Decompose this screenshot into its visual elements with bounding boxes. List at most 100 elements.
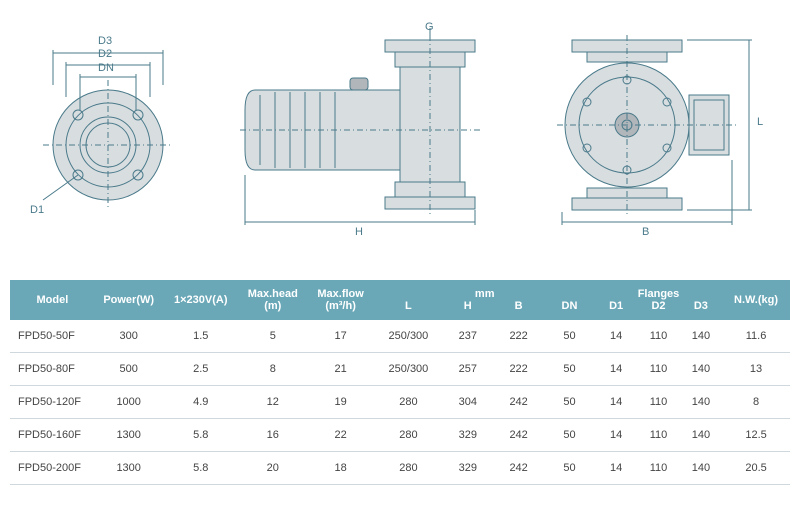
cell-d1: 14 — [595, 386, 637, 419]
cell-maxflow: 18 — [307, 452, 375, 485]
cell-nw: 12.5 — [722, 419, 790, 452]
cell-d1: 14 — [595, 353, 637, 386]
cell-model: FPD50-200F — [10, 452, 95, 485]
cell-d3: 140 — [680, 452, 722, 485]
cell-d2: 110 — [637, 386, 679, 419]
cell-d1: 14 — [595, 452, 637, 485]
cell-maxflow: 19 — [307, 386, 375, 419]
cell-d1: 14 — [595, 419, 637, 452]
label-d3: D3 — [98, 35, 112, 47]
table-row: FPD50-160F13005.816222803292425014110140… — [10, 419, 790, 452]
col-h: H — [442, 300, 493, 320]
cell-h: 257 — [442, 353, 493, 386]
cell-l: 280 — [375, 386, 443, 419]
cell-dn: 50 — [544, 452, 595, 485]
cell-h: 329 — [442, 452, 493, 485]
col-power: Power(W) — [95, 280, 163, 320]
cell-d3: 140 — [680, 320, 722, 353]
technical-drawings: D3 D2 DN D1 — [10, 10, 790, 250]
cell-dn: 50 — [544, 419, 595, 452]
cell-b: 242 — [493, 452, 544, 485]
col-nw: N.W.(kg) — [722, 280, 790, 320]
cell-model: FPD50-160F — [10, 419, 95, 452]
cell-d1: 14 — [595, 320, 637, 353]
table-row: FPD50-120F10004.912192803042425014110140… — [10, 386, 790, 419]
cell-b: 222 — [493, 353, 544, 386]
cell-b: 222 — [493, 320, 544, 353]
label-dn: DN — [98, 62, 114, 74]
col-l: L — [375, 300, 443, 320]
cell-d2: 110 — [637, 320, 679, 353]
cell-voltage: 5.8 — [163, 419, 239, 452]
cell-maxhead: 5 — [239, 320, 307, 353]
cell-maxflow: 22 — [307, 419, 375, 452]
cell-maxhead: 16 — [239, 419, 307, 452]
label-g: G — [425, 21, 434, 33]
cell-maxflow: 21 — [307, 353, 375, 386]
cell-voltage: 1.5 — [163, 320, 239, 353]
label-d1: D1 — [30, 204, 44, 216]
col-d3: D3 — [680, 300, 722, 320]
cell-l: 250/300 — [375, 320, 443, 353]
table-body: FPD50-50F3001.5517250/300237222501411014… — [10, 320, 790, 485]
cell-dn: 50 — [544, 353, 595, 386]
col-mm-group: mm — [375, 280, 595, 300]
label-h: H — [355, 226, 363, 238]
col-maxflow: Max.flow (m³/h) — [307, 280, 375, 320]
table-header: Model Power(W) 1×230V(A) Max.head (m) Ma… — [10, 280, 790, 320]
cell-l: 250/300 — [375, 353, 443, 386]
cell-d2: 110 — [637, 353, 679, 386]
cell-voltage: 5.8 — [163, 452, 239, 485]
pump-side-drawing: G H — [225, 20, 505, 240]
cell-d3: 140 — [680, 386, 722, 419]
cell-l: 280 — [375, 452, 443, 485]
cell-l: 280 — [375, 419, 443, 452]
cell-nw: 20.5 — [722, 452, 790, 485]
cell-d3: 140 — [680, 419, 722, 452]
pump-front-drawing: L B — [542, 20, 772, 240]
cell-model: FPD50-50F — [10, 320, 95, 353]
cell-model: FPD50-80F — [10, 353, 95, 386]
cell-maxhead: 20 — [239, 452, 307, 485]
cell-voltage: 4.9 — [163, 386, 239, 419]
cell-dn: 50 — [544, 320, 595, 353]
cell-voltage: 2.5 — [163, 353, 239, 386]
cell-model: FPD50-120F — [10, 386, 95, 419]
cell-nw: 13 — [722, 353, 790, 386]
table-row: FPD50-200F13005.820182803292425014110140… — [10, 452, 790, 485]
label-l: L — [757, 116, 763, 128]
cell-maxhead: 12 — [239, 386, 307, 419]
cell-b: 242 — [493, 419, 544, 452]
col-d2: D2 — [637, 300, 679, 320]
label-d2: D2 — [98, 48, 112, 60]
cell-maxhead: 8 — [239, 353, 307, 386]
cell-h: 237 — [442, 320, 493, 353]
cell-d3: 140 — [680, 353, 722, 386]
spec-table: Model Power(W) 1×230V(A) Max.head (m) Ma… — [10, 280, 790, 485]
label-b: B — [642, 226, 649, 238]
col-model: Model — [10, 280, 95, 320]
cell-nw: 11.6 — [722, 320, 790, 353]
flange-drawing: D3 D2 DN D1 — [28, 30, 188, 230]
col-maxhead: Max.head (m) — [239, 280, 307, 320]
cell-b: 242 — [493, 386, 544, 419]
cell-nw: 8 — [722, 386, 790, 419]
cell-maxflow: 17 — [307, 320, 375, 353]
col-voltage: 1×230V(A) — [163, 280, 239, 320]
cell-d2: 110 — [637, 419, 679, 452]
cell-power: 1300 — [95, 419, 163, 452]
cell-power: 500 — [95, 353, 163, 386]
cell-h: 304 — [442, 386, 493, 419]
cell-dn: 50 — [544, 386, 595, 419]
col-d1: D1 — [595, 300, 637, 320]
cell-h: 329 — [442, 419, 493, 452]
cell-d2: 110 — [637, 452, 679, 485]
cell-power: 1300 — [95, 452, 163, 485]
col-b: B — [493, 300, 544, 320]
table-row: FPD50-80F5002.5821250/300257222501411014… — [10, 353, 790, 386]
cell-power: 1000 — [95, 386, 163, 419]
col-dn: DN — [544, 300, 595, 320]
cell-power: 300 — [95, 320, 163, 353]
table-row: FPD50-50F3001.5517250/300237222501411014… — [10, 320, 790, 353]
col-flanges-group: Flanges — [595, 280, 722, 300]
